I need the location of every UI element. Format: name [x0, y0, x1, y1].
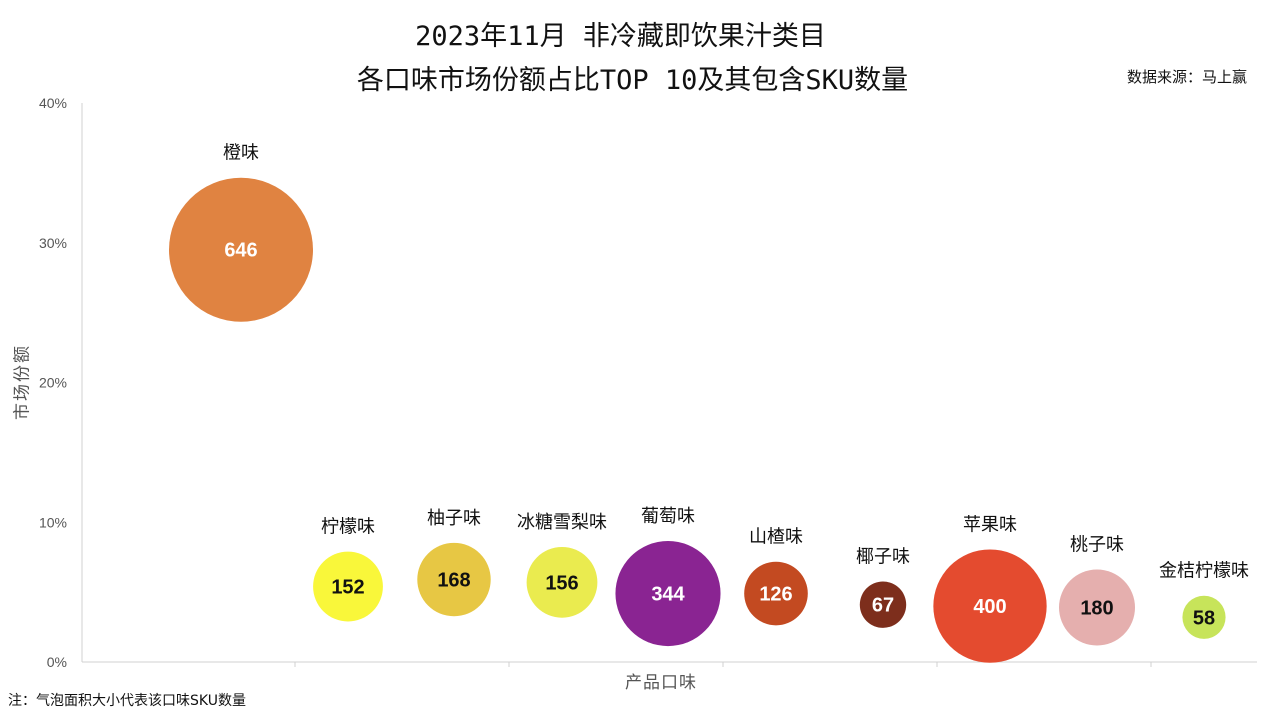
bubble	[417, 542, 491, 617]
bubble-value-label: 168	[437, 570, 470, 592]
bubble-value-label: 126	[759, 584, 792, 606]
footnote: 注：气泡面积大小代表该口味SKU数量	[8, 693, 246, 709]
bubble	[1182, 595, 1226, 639]
bubble-category-label: 葡萄味	[641, 506, 695, 527]
bubble	[313, 551, 383, 622]
bubble	[169, 177, 313, 322]
bubble-value-label: 180	[1080, 597, 1113, 619]
bubble-value-label: 67	[872, 595, 894, 617]
bubble-category-label: 桃子味	[1070, 534, 1124, 555]
y-tick-label: 0%	[47, 654, 67, 670]
bubble-value-label: 58	[1193, 607, 1215, 629]
bubble-category-label: 橙味	[223, 143, 259, 164]
chart-title-line1: 2023年11月 非冷藏即饮果汁类目	[415, 21, 826, 52]
bubble-category-label: 苹果味	[963, 514, 1017, 535]
bubble-category-label: 椰子味	[856, 547, 910, 568]
bubble	[859, 581, 907, 628]
bubble-value-label: 646	[224, 240, 257, 262]
bubble	[615, 540, 721, 647]
y-tick-label: 10%	[39, 514, 67, 530]
bubble-category-label: 柚子味	[427, 508, 481, 529]
bubble-category-label: 金桔柠檬味	[1159, 561, 1249, 582]
bubble-category-label: 山楂味	[749, 527, 803, 548]
bubble-category-label: 冰糖雪梨味	[517, 512, 607, 533]
bubble	[526, 546, 598, 618]
data-source: 数据来源：马上赢	[1126, 68, 1247, 86]
y-tick-label: 40%	[39, 95, 67, 111]
bubble-value-label: 152	[331, 577, 364, 599]
bubble-value-label: 400	[973, 596, 1006, 618]
bubble-category-label: 柠檬味	[321, 517, 375, 538]
bubble-value-label: 344	[651, 584, 685, 606]
bubble	[1058, 569, 1136, 646]
bubble	[744, 561, 808, 626]
bubble	[933, 549, 1047, 663]
y-tick-label: 20%	[39, 375, 67, 391]
x-axis-label: 产品口味	[625, 673, 697, 693]
y-tick-label: 30%	[39, 235, 67, 251]
chart-title-line2: 各口味市场份额占比TOP 10及其包含SKU数量	[356, 65, 909, 96]
bubble-value-label: 156	[545, 572, 578, 594]
